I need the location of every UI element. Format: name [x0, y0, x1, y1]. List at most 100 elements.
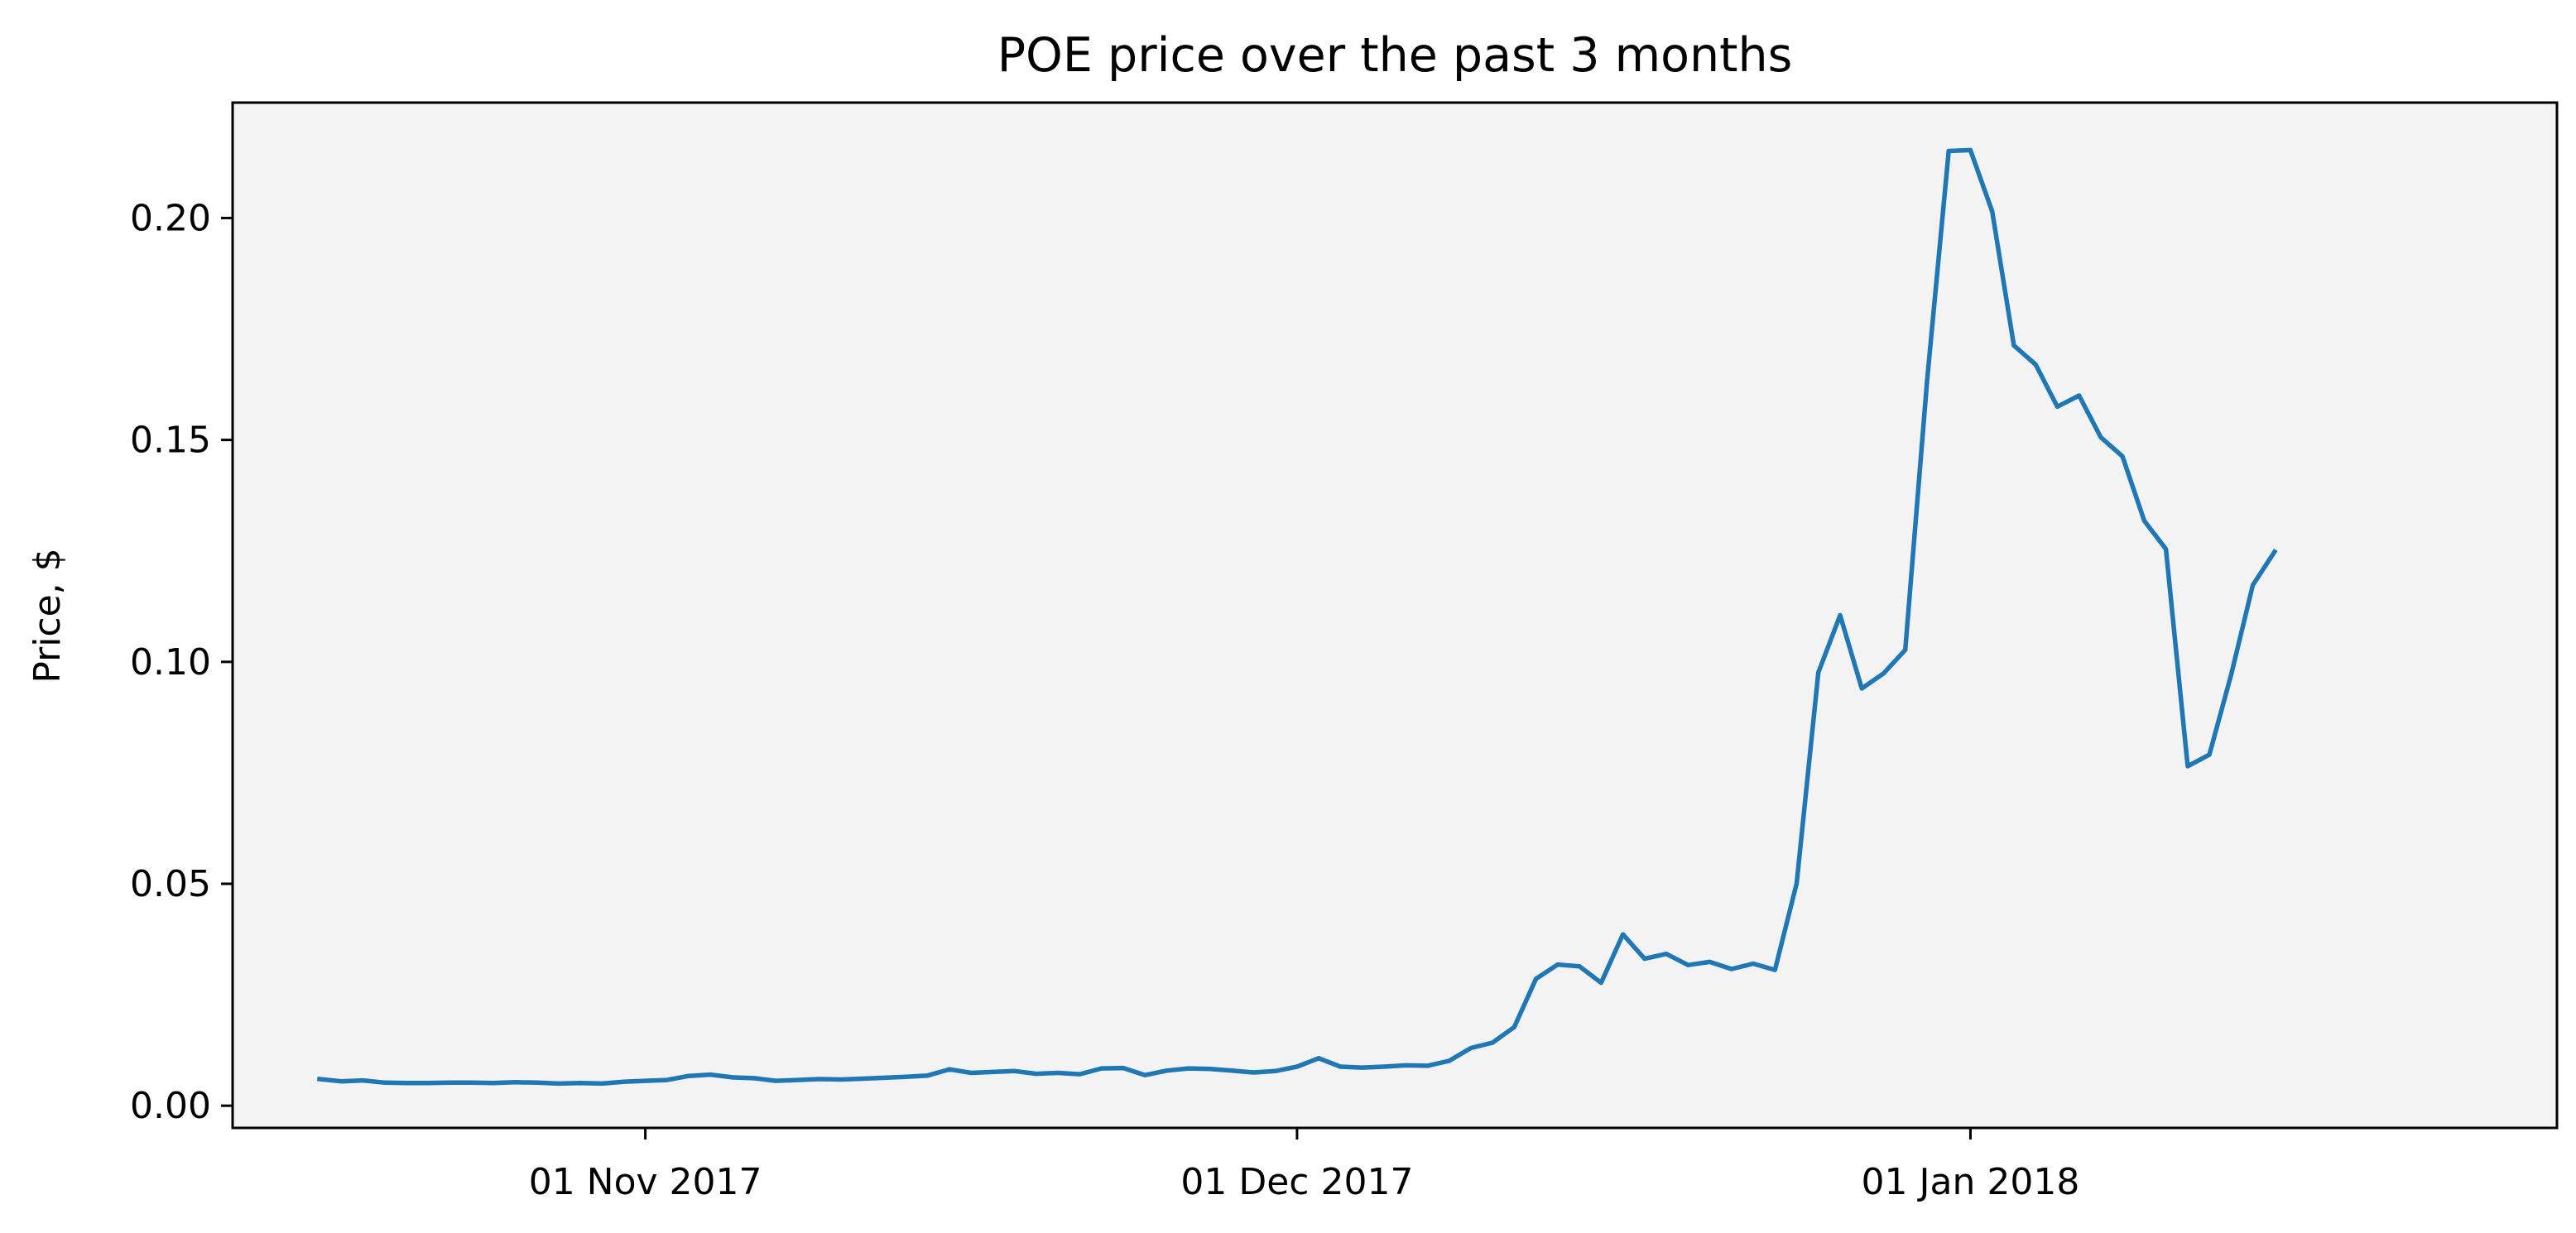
data-point [860, 1077, 865, 1081]
data-point [665, 1077, 670, 1082]
data-point [882, 1075, 887, 1080]
y-axis: 0.00 0.05 0.10 0.15 0.20 [130, 197, 233, 1127]
data-point [947, 1067, 952, 1072]
data-point [2055, 404, 2059, 409]
data-point [1838, 613, 1843, 617]
data-point [1273, 1068, 1278, 1073]
data-point [991, 1069, 995, 1074]
data-point [904, 1074, 908, 1079]
data-point [2164, 547, 2169, 552]
data-point [1382, 1064, 1387, 1069]
plot-frame [231, 101, 2559, 1130]
data-point [795, 1077, 800, 1082]
data-point [425, 1081, 430, 1086]
data-point [1946, 149, 1951, 153]
data-point [1316, 1056, 1321, 1061]
data-point [1772, 967, 1777, 972]
data-point [2272, 549, 2277, 554]
data-point [2251, 583, 2256, 588]
data-point [643, 1078, 648, 1083]
data-point [1795, 881, 1799, 885]
y-tick-label: 0.20 [130, 197, 211, 239]
data-point [1925, 379, 1930, 384]
x-axis: 01 Nov 2017 01 Dec 2017 01 Jan 2018 [529, 1128, 2080, 1203]
data-point [339, 1079, 344, 1084]
data-point [1012, 1068, 1017, 1073]
data-point [1338, 1064, 1343, 1069]
x-tick-label: 01 Dec 2017 [1180, 1161, 1413, 1203]
data-point [1186, 1066, 1191, 1071]
data-point [1055, 1071, 1060, 1075]
data-point [1121, 1066, 1126, 1071]
data-point [817, 1077, 822, 1082]
data-point [621, 1079, 626, 1084]
data-point [317, 1077, 322, 1082]
data-point [1360, 1065, 1365, 1070]
plot-area [233, 103, 2557, 1128]
data-points [317, 147, 2277, 1086]
data-point [1229, 1068, 1234, 1073]
data-point [1511, 1024, 1516, 1029]
data-point [599, 1081, 604, 1086]
x-tick-label: 01 Nov 2017 [529, 1161, 762, 1203]
data-point [1425, 1063, 1430, 1068]
data-point [1208, 1067, 1213, 1072]
data-point [447, 1080, 452, 1085]
data-point [1099, 1066, 1104, 1071]
data-point [2098, 434, 2103, 439]
data-point [839, 1077, 843, 1082]
data-point [773, 1078, 778, 1083]
data-point [2077, 393, 2082, 398]
data-point [1403, 1063, 1408, 1067]
data-point [1968, 147, 1973, 152]
data-point [2185, 764, 2190, 769]
data-point [512, 1080, 517, 1085]
data-point [1295, 1064, 1300, 1069]
data-point [1468, 1046, 1473, 1050]
data-point [708, 1072, 713, 1077]
data-point [1078, 1072, 1082, 1077]
y-tick-label: 0.05 [130, 863, 211, 905]
data-point [1490, 1040, 1495, 1045]
data-point [1816, 670, 1821, 675]
data-point [1708, 959, 1712, 964]
data-point [1903, 647, 1908, 652]
data-point [1882, 671, 1886, 676]
data-point [578, 1081, 583, 1086]
data-point [1555, 962, 1560, 967]
data-point [2207, 752, 2212, 757]
data-point [1729, 967, 1734, 972]
data-point [491, 1081, 496, 1086]
data-point [1990, 209, 1995, 213]
data-point [1577, 964, 1582, 969]
y-axis-label: Price, $ [26, 548, 69, 683]
data-point [1598, 981, 1603, 986]
data-point [1164, 1068, 1169, 1073]
data-point [1142, 1072, 1147, 1077]
data-point [2228, 672, 2233, 677]
chart-title: POE price over the past 3 months [997, 28, 1793, 83]
data-point [925, 1073, 930, 1078]
y-tick-label: 0.15 [130, 420, 211, 462]
data-point [1642, 957, 1647, 962]
data-point [730, 1075, 735, 1080]
data-point [1859, 686, 1864, 691]
data-point [1664, 952, 1669, 957]
data-point [382, 1080, 387, 1085]
data-point [1251, 1070, 1256, 1075]
data-point [1447, 1058, 1452, 1063]
data-point [2033, 362, 2038, 367]
data-point [968, 1071, 973, 1075]
x-tick-label: 01 Jan 2018 [1862, 1161, 2080, 1203]
data-point [1685, 962, 1690, 967]
data-point [556, 1081, 561, 1086]
y-tick-label: 0.00 [130, 1085, 211, 1127]
data-point [1621, 932, 1626, 937]
data-point [1751, 962, 1756, 966]
data-point [404, 1081, 409, 1086]
data-point [1534, 976, 1539, 981]
data-point [534, 1080, 539, 1085]
data-point [686, 1073, 691, 1078]
data-point [2120, 454, 2125, 458]
